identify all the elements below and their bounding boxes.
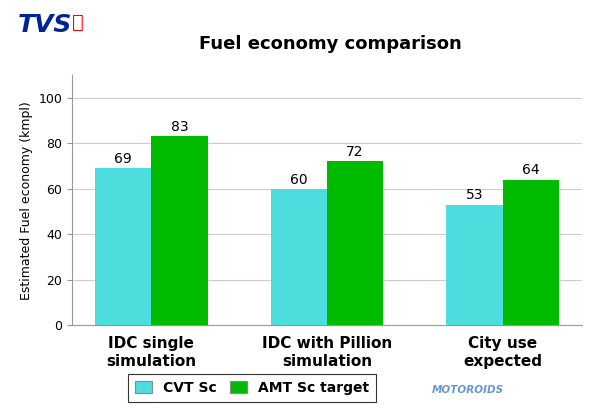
Legend: CVT Sc, AMT Sc target: CVT Sc, AMT Sc target [128,374,376,402]
Text: TVS: TVS [18,13,73,37]
Text: 🐎: 🐎 [72,13,84,33]
Text: Fuel economy comparison: Fuel economy comparison [199,35,461,53]
Bar [151,136,208,325]
Bar [271,189,327,325]
Text: 69: 69 [115,152,132,166]
Text: MOTOROIDS: MOTOROIDS [432,385,504,395]
Bar [503,180,559,325]
Bar [327,161,383,325]
Y-axis label: Estimated Fuel economy (kmpl): Estimated Fuel economy (kmpl) [20,101,33,299]
Text: 83: 83 [170,120,188,134]
Bar [446,205,503,325]
Text: 72: 72 [346,145,364,159]
Text: 53: 53 [466,188,483,202]
Bar [95,168,151,325]
Text: 64: 64 [522,163,539,177]
Text: 60: 60 [290,173,308,186]
